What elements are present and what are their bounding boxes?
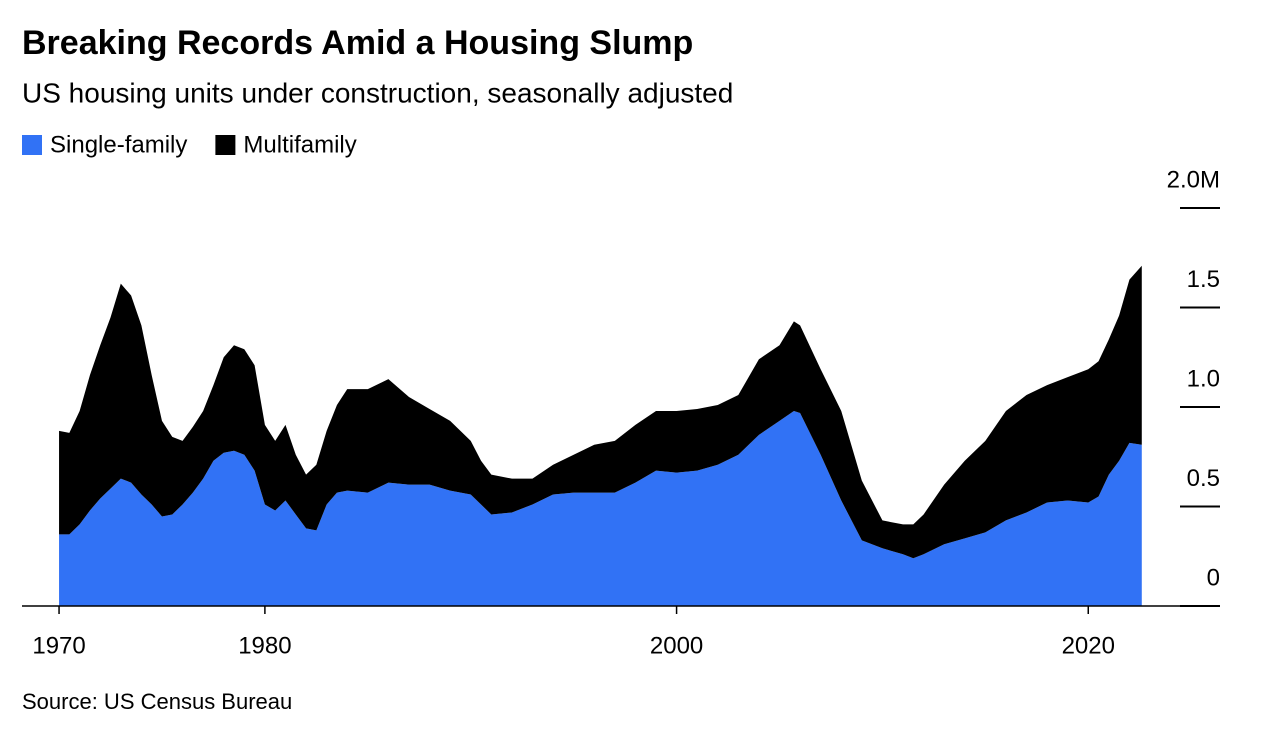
y-tick-label: 2.0M — [1167, 166, 1220, 193]
legend-swatch — [215, 135, 236, 155]
source: Source: US Census Bureau — [22, 689, 292, 714]
area — [59, 410, 1142, 606]
legend-label: Single-family — [50, 131, 187, 158]
y-tick-label: 0 — [1207, 564, 1220, 591]
x-tick-label: 1980 — [238, 632, 291, 659]
area — [59, 265, 1142, 559]
x-tick-label: 2020 — [1062, 632, 1115, 659]
y-tick-label: 1.5 — [1187, 266, 1220, 293]
x-tick-label: 2000 — [650, 632, 703, 659]
y-tick-label: 0.5 — [1187, 465, 1220, 492]
x-tick-label: 1970 — [32, 632, 85, 659]
legend-label: Multifamily — [243, 131, 356, 158]
chart-title: Breaking Records Amid a Housing Slump — [22, 24, 693, 62]
chart-subtitle: US housing units under construction, sea… — [22, 77, 733, 108]
y-tick-label: 1.0 — [1187, 365, 1220, 392]
legend-swatch — [22, 135, 42, 155]
